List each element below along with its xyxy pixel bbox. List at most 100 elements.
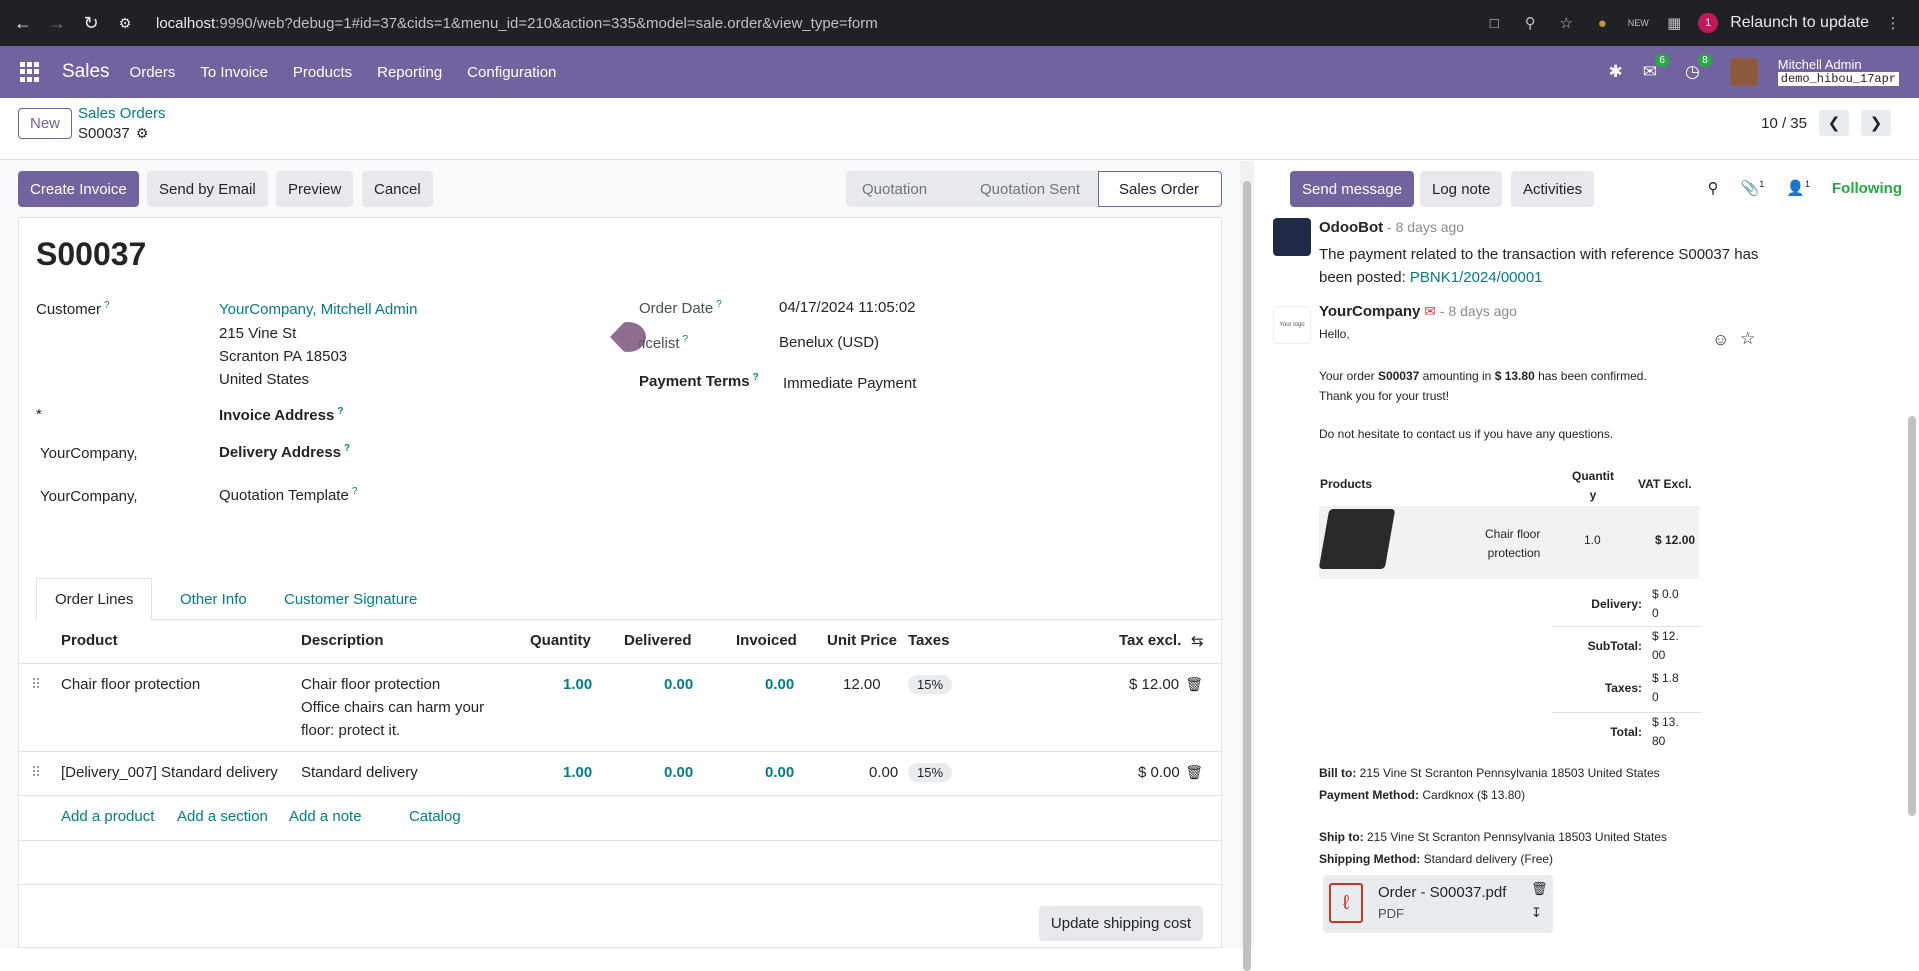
col-taxes[interactable]: Taxes <box>908 632 950 649</box>
kebab-menu-icon[interactable]: ⋮ <box>1885 15 1901 32</box>
stage-quotation[interactable]: Quotation <box>846 171 968 207</box>
site-info-icon[interactable]: ⚙ <box>118 14 132 31</box>
address-bar[interactable]: localhost:9990/web?debug=1#id=37&cids=1&… <box>156 15 1482 32</box>
debug-bug-icon[interactable]: ✱ <box>1608 62 1623 81</box>
create-invoice-button[interactable]: Create Invoice <box>18 171 139 207</box>
line-quantity[interactable]: 1.00 <box>563 676 593 693</box>
add-note-link[interactable]: Add a note <box>289 808 362 825</box>
profile-avatar[interactable]: 1 <box>1698 13 1719 33</box>
line-product[interactable]: Chair floor protection <box>61 676 201 693</box>
message-author[interactable]: OdooBot <box>1319 219 1384 236</box>
extension-icon[interactable]: ● <box>1597 14 1607 32</box>
delivery-address-field[interactable]: YourCompany, <box>40 488 138 505</box>
zoom-icon[interactable]: ⚲ <box>1524 15 1536 32</box>
extensions-puzzle-icon[interactable]: ▦ <box>1667 15 1682 32</box>
payment-link[interactable]: PBNK1/2024/00001 <box>1409 269 1543 286</box>
stage-sales-order[interactable]: Sales Order <box>1098 171 1222 207</box>
search-icon[interactable]: ⚲ <box>1707 180 1719 197</box>
trash-icon[interactable]: 🗑 <box>1185 676 1203 692</box>
optional-columns-icon[interactable]: ⇆ <box>1191 633 1204 650</box>
back-icon[interactable]: ← <box>14 12 32 33</box>
trash-icon[interactable]: 🗑 <box>1185 764 1203 780</box>
followers-icon[interactable]: 👤1 <box>1786 179 1811 197</box>
form-scrollbar[interactable] <box>1240 161 1254 971</box>
menu-orders[interactable]: Orders <box>129 63 176 81</box>
menu-to-invoice[interactable]: To Invoice <box>200 63 268 81</box>
table-row[interactable]: ⠿ Chair floor protection Chair floor pro… <box>19 664 1221 752</box>
install-icon[interactable]: □ <box>1489 14 1499 32</box>
line-description-1[interactable]: Standard delivery <box>301 764 418 781</box>
drag-handle-icon[interactable]: ⠿ <box>31 764 42 780</box>
line-unit-price[interactable]: 0.00 <box>869 764 899 781</box>
menu-reporting[interactable]: Reporting <box>377 63 443 81</box>
tax-tag[interactable]: 15% <box>908 763 953 782</box>
preview-button[interactable]: Preview <box>276 171 354 207</box>
star-icon[interactable]: ☆ <box>1740 329 1756 348</box>
paperclip-icon[interactable]: 📎1 <box>1740 179 1765 197</box>
gear-icon[interactable]: ⚙ <box>135 125 149 141</box>
col-unit-price[interactable]: Unit Price <box>827 632 898 649</box>
tab-other-info[interactable]: Other Info <box>180 590 247 608</box>
line-unit-price[interactable]: 12.00 <box>843 676 881 693</box>
user-avatar[interactable] <box>1729 58 1758 86</box>
attachment-delete-icon[interactable]: 🗑 <box>1531 881 1548 896</box>
col-quantity[interactable]: Quantity <box>530 632 591 649</box>
attachment-download-icon[interactable]: ↧ <box>1531 905 1542 920</box>
tax-tag[interactable]: 15% <box>908 675 953 694</box>
activities-clock-icon[interactable]: ◷ 8 <box>1685 54 1712 82</box>
activities-button[interactable]: Activities <box>1511 171 1595 207</box>
line-invoiced[interactable]: 0.00 <box>765 764 795 781</box>
user-menu[interactable]: Mitchell Admin demo_hibou_17apr <box>1777 58 1899 86</box>
update-shipping-cost-button[interactable]: Update shipping cost <box>1038 906 1203 941</box>
col-product[interactable]: Product <box>61 632 118 649</box>
following-button[interactable]: Following <box>1832 179 1902 197</box>
col-tax-excl[interactable]: Tax excl. <box>1119 632 1182 649</box>
log-note-button[interactable]: Log note <box>1420 171 1503 207</box>
new-button[interactable]: New <box>18 108 73 139</box>
pager-previous-icon[interactable]: ❮ <box>1819 110 1849 136</box>
order-date-field[interactable]: 04/17/2024 11:05:02 <box>779 299 916 316</box>
chatter-scrollbar[interactable] <box>1905 161 1919 948</box>
cancel-button[interactable]: Cancel <box>362 171 433 207</box>
pager-next-icon[interactable]: ❯ <box>1861 110 1891 136</box>
add-reaction-icon[interactable]: ☺ <box>1712 330 1730 349</box>
col-invoiced[interactable]: Invoiced <box>736 632 797 649</box>
attachment-name[interactable]: Order - S00037.pdf <box>1378 884 1507 901</box>
col-delivered[interactable]: Delivered <box>624 632 692 649</box>
invoice-address-field[interactable]: YourCompany, <box>40 445 138 462</box>
new-extension-icon[interactable]: NEW <box>1627 18 1649 28</box>
messages-icon[interactable]: ✉ 6 <box>1643 54 1669 82</box>
line-delivered[interactable]: 0.00 <box>664 676 694 693</box>
line-invoiced[interactable]: 0.00 <box>765 676 795 693</box>
menu-configuration[interactable]: Configuration <box>467 63 557 81</box>
reload-icon[interactable]: ↻ <box>83 12 99 33</box>
relaunch-button[interactable]: Relaunch to update <box>1730 14 1869 31</box>
customer-field[interactable]: YourCompany, Mitchell Admin <box>219 301 418 318</box>
catalog-link[interactable]: Catalog <box>409 808 461 825</box>
breadcrumb-sales-orders[interactable]: Sales Orders <box>78 105 166 122</box>
drag-handle-icon[interactable]: ⠿ <box>31 676 42 692</box>
tab-order-lines[interactable]: Order Lines <box>36 578 153 620</box>
forward-icon[interactable]: → <box>48 12 66 33</box>
payment-terms-field[interactable]: Immediate Payment <box>783 375 917 392</box>
line-description-1[interactable]: Chair floor protection <box>301 676 441 693</box>
add-product-link[interactable]: Add a product <box>61 808 155 825</box>
add-section-link[interactable]: Add a section <box>177 808 268 825</box>
line-product[interactable]: [Delivery_007] Standard delivery <box>61 764 278 781</box>
line-quantity[interactable]: 1.00 <box>563 764 593 781</box>
apps-menu-icon[interactable] <box>20 62 40 82</box>
bookmark-star-icon[interactable]: ☆ <box>1559 15 1573 32</box>
message-author[interactable]: YourCompany <box>1319 303 1421 320</box>
tab-customer-signature[interactable]: Customer Signature <box>284 590 418 608</box>
menu-products[interactable]: Products <box>292 63 353 81</box>
col-description[interactable]: Description <box>301 632 384 649</box>
line-delivered[interactable]: 0.00 <box>664 764 694 781</box>
app-name[interactable]: Sales <box>62 61 110 82</box>
send-by-email-button[interactable]: Send by Email <box>147 171 268 207</box>
table-row[interactable]: ⠿ [Delivery_007] Standard delivery Stand… <box>19 752 1221 796</box>
send-message-button[interactable]: Send message <box>1290 171 1415 207</box>
pricelist-field[interactable]: Benelux (USD) <box>779 334 880 351</box>
attachment-card[interactable]: ℓ Order - S00037.pdf PDF 🗑 ↧ <box>1323 875 1553 933</box>
pager-value[interactable]: 10 / 35 <box>1761 114 1807 132</box>
stage-quotation-sent[interactable]: Quotation Sent <box>968 171 1116 207</box>
